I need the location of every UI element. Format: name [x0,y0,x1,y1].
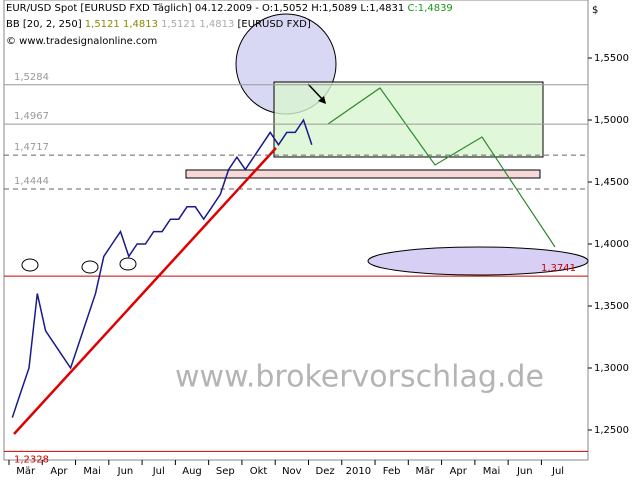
arrow-head [318,96,326,104]
currency-label: $ [592,5,598,16]
level-label: 1,4444 [14,176,49,187]
x-tick-label: Apr [50,466,68,477]
header-text: EUR/USD Spot [EURUSD FXD Täglich] 04.12.… [6,3,404,14]
target-ellipse [367,246,589,276]
plot-frame [3,0,589,461]
x-tick-label: Mär [416,466,436,477]
x-tick-label: Jul [152,466,165,477]
x-tick-label: Nov [282,466,302,477]
y-tick-label: 1,3000 [594,363,629,374]
price-line [11,118,313,418]
bb-value: 1,4813 [199,19,234,30]
level-label: 1,4967 [14,111,49,122]
x-tick-label: Jun [117,466,134,477]
marker-ellipse [81,260,99,274]
y-tick-label: 1,3500 [594,301,629,312]
level-label: 1,3741 [541,263,576,274]
y-tick-label: 1,5500 [594,53,629,64]
x-tick-label: Sep [216,466,235,477]
bb-value: 1,5121 [161,19,196,30]
header-line: EUR/USD Spot [EURUSD FXD Täglich] 04.12.… [6,3,453,14]
x-tick-label: Apr [450,466,468,477]
x-tick-label: Mai [83,466,101,477]
x-tick-label: Aug [182,466,202,477]
projection-path [327,87,556,248]
x-tick-label: Okt [250,466,268,477]
y-tick-label: 1,2500 [594,425,629,436]
level-label: 1,4717 [14,142,49,153]
y-tick-label: 1,4000 [594,239,629,250]
y-tick-label: 1,4500 [594,177,629,188]
x-tick-label: Feb [383,466,401,477]
x-tick-label: 2010 [346,466,371,477]
marker-ellipse [21,258,39,272]
bb-value: 1,4813 [123,19,158,30]
target-box [273,81,544,158]
x-tick-label: Jul [551,466,564,477]
trend-line [13,147,277,435]
bb-symbol: [EURUSD FXD] [238,19,311,30]
x-tick-label: Mai [483,466,501,477]
indicator-line: BB [20, 2, 250] 1,5121 1,4813 1,5121 1,4… [6,19,311,30]
x-tick-label: Jun [516,466,533,477]
bb-value: 1,5121 [85,19,120,30]
indicator-name: BB [20, 2, 250] [6,19,82,30]
header-close: C:1,4839 [407,3,452,14]
x-tick-label: Dez [316,466,335,477]
support-box [185,169,541,179]
y-tick-label: 1,5000 [594,115,629,126]
level-label: 1,5284 [14,72,49,83]
marker-ellipse [119,257,137,271]
source: © www.tradesignalonline.com [6,36,157,47]
watermark: www.brokervorschlag.de [175,360,544,395]
level-label: 1,2328 [14,454,49,465]
x-tick-label: Mär [16,466,36,477]
